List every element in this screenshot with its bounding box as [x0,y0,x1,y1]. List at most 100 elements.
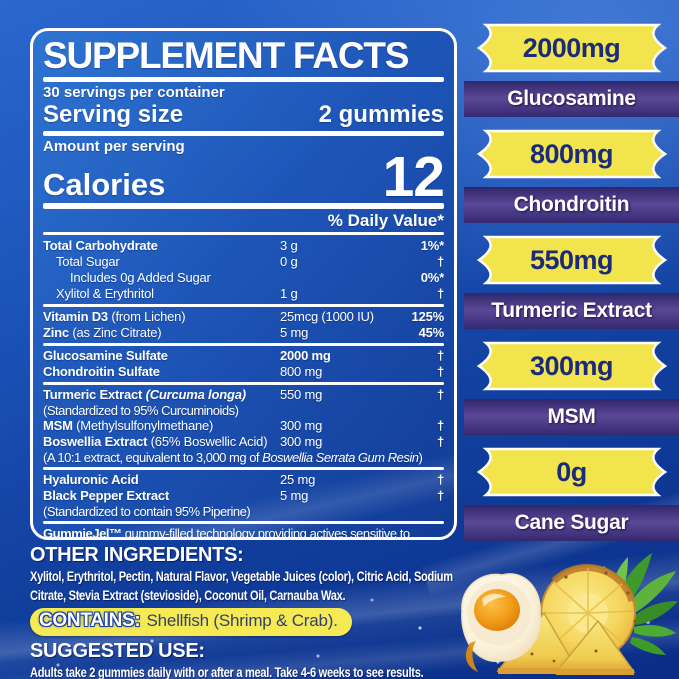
nutrient-daily-value: 45% [418,325,445,341]
nutrient-name: Zinc (as Zinc Citrate) [43,325,280,341]
text-part: Glucosamine Sulfate [43,348,168,364]
nutrient-amount: 25mcg (1000 IU) [280,309,374,325]
nutrient-amount: 5 mg [280,325,309,341]
nutrient-note: (A 10:1 extract, equivalent to 3,000 mg … [43,450,444,465]
nutrient-daily-value: † [436,348,444,364]
badge-group: 550mg Turmeric Extract [464,234,679,329]
nutrient-row: Hyaluronic Acid 25 mg † [43,472,444,488]
nutrient-name: Boswellia Extract (65% Boswellic Acid) [43,434,280,450]
text-part: Boswellia Serrata Gum Resin [262,450,419,466]
ribbon-shape [476,129,667,179]
nutrient-row: MSM (Methylsulfonylmethane) 300 mg † [43,418,444,434]
nutrient-amount: 550 mg [280,387,323,403]
divider-rule [43,343,444,347]
serving-size-value: 2 gummies [318,100,444,128]
suggested-use-title: SUGGESTED USE: [30,640,205,662]
nutrient-row: Black Pepper Extract 5 mg † [43,488,444,504]
text-part: Boswellia Extract [43,434,148,450]
divider-rule [43,203,444,210]
badge-ribbon: 0g [476,446,668,498]
badge-band: MSM [464,399,679,435]
text-part: (65% Boswellic Acid) [147,434,268,450]
nutrient-row: Vitamin D3 (from Lichen) 25mcg (1000 IU) 1… [43,309,444,325]
text-part: (Standardized to 95% Curcuminoids) [43,403,239,419]
nutrient-daily-value: † [436,434,444,450]
badge-ribbon: 2000mg [476,22,668,74]
nutrient-amount: 300 mg [280,418,323,434]
badge-band: Turmeric Extract [464,293,679,329]
badge-ribbon: 550mg [476,234,668,286]
badge-name: Cane Sugar [514,511,629,534]
nutrient-daily-value: † [436,488,444,504]
nutrient-amount: 800 mg [280,364,323,380]
nutrient-row: Total Carbohydrate 3 g 1%* [43,238,444,254]
panel-title: SUPPLEMENT FACTS [43,35,409,76]
contains-row: CONTAINS: Shellfish (Shrimp & Crab). [30,608,510,636]
other-ingredients-title: OTHER INGREDIENTS: [30,544,244,566]
serving-size-row: Serving size 2 gummies [43,100,444,129]
contains-allergen-pill: CONTAINS: Shellfish (Shrimp & Crab). [30,608,352,636]
nutrient-row: Turmeric Extract (Curcuma longa) 550 mg † [43,387,444,403]
badge-group: 0g Cane Sugar [464,446,679,541]
nutrient-amount: 300 mg [280,434,323,450]
ribbon-shape [476,23,667,73]
text-part: gummy-filled technology providing active… [124,526,410,540]
highlight-badges-column: 2000mg Glucosamine 800mg Chondroitin 550mg Tu… [464,22,679,541]
other-ingredients-text: Xylitol, Erythritol, Pectin, Natural Fla… [30,569,453,603]
nutrient-daily-value: † [436,364,444,380]
nutrient-daily-value: 0%* [420,270,444,286]
badge-amount: 2000mg [522,32,621,63]
nutrient-amount: 1 g [280,286,298,302]
nutrient-daily-value: † [436,387,444,403]
nutrient-row: Chondroitin Sulfate 800 mg † [43,364,444,380]
calories-value: 12 [382,144,445,209]
nutrient-note: (Standardized to 95% Curcuminoids) [43,403,444,418]
badge-name: MSM [547,405,596,428]
nutrient-row: Glucosamine Sulfate 2000 mg † [43,348,444,364]
nutrient-row: Total Sugar 0 g † [43,254,444,270]
text-part: Turmeric Extract [43,387,143,403]
text-part: ) [418,450,423,466]
nutrient-name: Vitamin D3 (from Lichen) [43,309,280,325]
divider-rule [43,130,444,136]
calories-label: Calories [43,167,166,203]
suggested-use-line: Adults take 2 gummies daily with or afte… [30,665,424,679]
nutrient-name: Total Carbohydrate [43,238,280,254]
nutrient-amount: 0 g [280,254,298,270]
nutrient-name: Hyaluronic Acid [43,472,280,488]
nutrient-table: Total Carbohydrate 3 g 1%* Total Sugar 0 g † I… [43,238,444,525]
divider-rule [43,382,444,386]
badge-band: Glucosamine [464,81,679,117]
nutrient-name: Total Sugar [43,254,280,270]
badge-amount: 550mg [529,244,614,275]
divider-rule [43,77,444,83]
text-part: Xylitol & Erythritol [56,286,154,302]
divider-rule [43,521,444,525]
nutrient-row: Boswellia Extract (65% Boswellic Acid) 30… [43,434,444,450]
nutrient-note: (Standardized to contain 95% Piperine) [43,504,444,519]
nutrient-name: Chondroitin Sulfate [43,364,280,380]
badge-ribbon: 300mg [476,340,668,392]
text-part: (Methylsulfonylmethane) [72,418,214,434]
badge-band: Chondroitin [464,187,679,223]
nutrient-daily-value: 125% [411,309,445,325]
badge-name: Turmeric Extract [491,299,652,322]
text-part: Black Pepper Extract [43,488,170,504]
text-part: (Curcuma longa) [142,387,246,403]
nutrient-daily-value: † [436,418,444,434]
ribbon-shape [476,447,667,497]
text-part: Total Sugar [56,254,120,270]
ribbon-shape [476,341,667,391]
ribbon-shape [476,235,667,285]
text-part: Hyaluronic Acid [43,472,139,488]
servings-per-container: 30 servings per container [43,84,225,102]
nutrient-name: MSM (Methylsulfonylmethane) [43,418,280,434]
gummiejel-note: GummieJel™ gummy-filled technology provi… [43,526,444,540]
nutrient-name: Turmeric Extract (Curcuma longa) [43,387,280,403]
nutrient-row: Zinc (as Zinc Citrate) 5 mg 45% [43,325,444,341]
nutrient-name: Black Pepper Extract [43,488,280,504]
nutrient-name: Glucosamine Sulfate [43,348,280,364]
daily-value-header: % Daily Value* [327,211,444,231]
text-part: Chondroitin Sulfate [43,364,160,380]
